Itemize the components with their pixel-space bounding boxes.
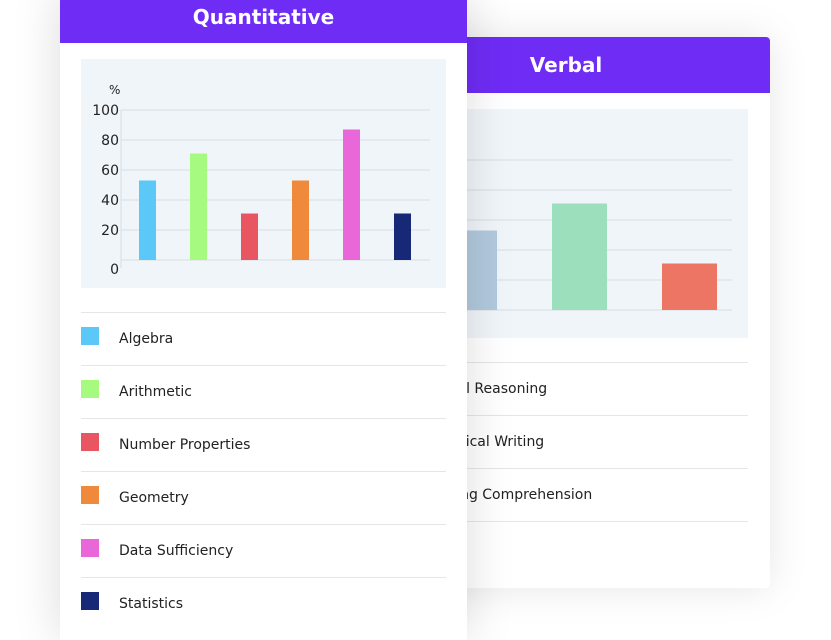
legend-label: Geometry: [119, 490, 189, 506]
y-axis-label: %: [109, 83, 120, 97]
bar-analytical-writing: [552, 203, 607, 310]
y-tick-label: 80: [101, 133, 119, 149]
legend-item: Algebra: [81, 312, 446, 365]
quantitative-title: Quantitative: [60, 0, 467, 43]
legend-swatch: [81, 327, 99, 345]
quantitative-card: Quantitative 0 20 40 60 80 100% Algebra Arith…: [60, 0, 467, 640]
legend-swatch: [81, 486, 99, 504]
bar-geometry: [292, 180, 309, 260]
legend-swatch: [81, 380, 99, 398]
bar-algebra: [139, 180, 156, 260]
y-tick-label: 100: [92, 103, 119, 119]
legend-item: Statistics: [81, 577, 446, 630]
y-tick-label: 20: [101, 223, 119, 239]
legend-label: Statistics: [119, 596, 183, 612]
legend-item: Arithmetic: [81, 365, 446, 418]
legend-label: Number Properties: [119, 437, 251, 453]
bar-arithmetic: [190, 153, 207, 260]
legend-label: Arithmetic: [119, 384, 192, 400]
legend-label: Data Sufficiency: [119, 543, 234, 559]
bar-statistics: [394, 213, 411, 260]
bar-number-properties: [241, 213, 258, 260]
legend-item: Number Properties: [81, 418, 446, 471]
y-tick-label: 0: [110, 262, 119, 278]
y-tick-label: 40: [101, 193, 119, 209]
legend-swatch: [81, 433, 99, 451]
legend-swatch: [81, 539, 99, 557]
bar-reading-comprehension: [662, 263, 717, 310]
legend-swatch: [81, 592, 99, 610]
bar-data-sufficiency: [343, 129, 360, 260]
legend-item: Geometry: [81, 471, 446, 524]
legend-label: Algebra: [119, 331, 174, 347]
y-tick-label: 60: [101, 163, 119, 179]
quantitative-chart: 0 20 40 60 80 100%: [81, 59, 446, 288]
legend-item: Data Sufficiency: [81, 524, 446, 577]
quantitative-legend: Algebra Arithmetic Number Properties Geo…: [81, 312, 446, 630]
